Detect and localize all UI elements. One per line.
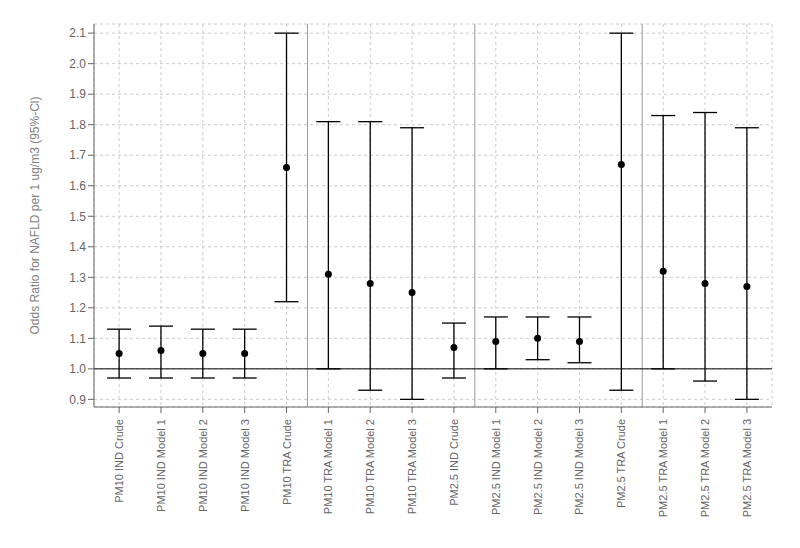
svg-text:1.5: 1.5 [69,210,86,224]
svg-text:1.0: 1.0 [69,362,86,376]
svg-text:2.1: 2.1 [69,26,86,40]
svg-text:PM10 IND Model 2: PM10 IND Model 2 [197,419,209,512]
svg-text:PM2.5 IND Model 3: PM2.5 IND Model 3 [573,419,585,515]
svg-text:PM10 TRA Model 3: PM10 TRA Model 3 [406,419,418,514]
svg-text:Odds Ratio for NAFLD per 1 ug/: Odds Ratio for NAFLD per 1 ug/m3 (95%-Cl… [28,96,42,334]
svg-text:1.2: 1.2 [69,301,86,315]
svg-text:1.8: 1.8 [69,118,86,132]
svg-text:1.9: 1.9 [69,87,86,101]
svg-text:1.4: 1.4 [69,240,86,254]
svg-text:PM10 IND Crude: PM10 IND Crude [113,419,125,503]
svg-text:1.3: 1.3 [69,271,86,285]
svg-text:PM10 IND Model 3: PM10 IND Model 3 [239,419,251,512]
svg-text:PM2.5 TRA Model 2: PM2.5 TRA Model 2 [699,419,711,517]
svg-text:PM2.5 TRA Model 3: PM2.5 TRA Model 3 [741,419,753,517]
svg-text:2.0: 2.0 [69,57,86,71]
svg-text:PM10 IND Model 1: PM10 IND Model 1 [155,419,167,512]
svg-text:1.1: 1.1 [69,332,86,346]
svg-text:PM10 TRA Model 2: PM10 TRA Model 2 [364,419,376,514]
svg-text:PM2.5 IND Crude: PM2.5 IND Crude [448,419,460,506]
svg-text:1.7: 1.7 [69,148,86,162]
svg-text:PM10 TRA Crude: PM10 TRA Crude [281,419,293,505]
svg-text:PM2.5 TRA Model 1: PM2.5 TRA Model 1 [657,419,669,517]
svg-text:1.6: 1.6 [69,179,86,193]
svg-text:0.9: 0.9 [69,393,86,407]
svg-text:PM2.5 IND Model 1: PM2.5 IND Model 1 [490,419,502,515]
svg-text:PM2.5 IND Model 2: PM2.5 IND Model 2 [532,419,544,515]
svg-text:PM10 TRA Model 1: PM10 TRA Model 1 [322,419,334,514]
svg-text:PM2.5 TRA Crude: PM2.5 TRA Crude [615,419,627,508]
